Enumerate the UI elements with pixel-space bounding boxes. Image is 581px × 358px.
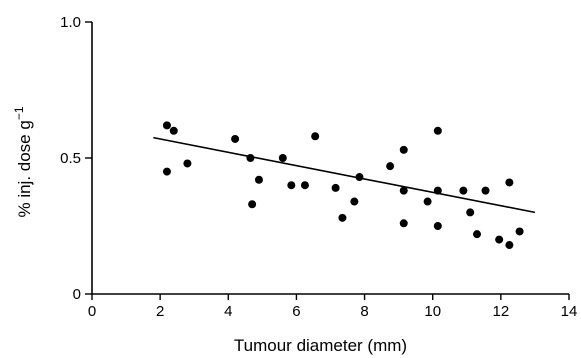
x-tick-label: 12	[493, 303, 510, 320]
data-point	[433, 222, 442, 230]
x-tick-label: 4	[224, 303, 232, 320]
data-point	[350, 197, 359, 206]
data-point	[248, 200, 257, 209]
data-point	[495, 235, 504, 244]
regression-line	[153, 136, 536, 214]
x-tick-label: 0	[88, 303, 96, 320]
data-point	[473, 230, 482, 239]
data-point	[423, 197, 432, 206]
y-axis-title-text: % inj. dose g	[15, 120, 34, 217]
data-point	[399, 145, 408, 154]
data-point	[246, 154, 255, 162]
data-point	[355, 173, 364, 182]
data-point	[399, 186, 408, 195]
y-axis-title-superscript: −1	[12, 106, 26, 120]
x-tick-label: 8	[360, 303, 368, 320]
data-point	[399, 219, 408, 228]
x-axis-title: Tumour diameter (mm)	[234, 336, 407, 355]
data-point	[505, 178, 514, 187]
y-tick-label: 1.0	[60, 14, 81, 31]
data-point	[287, 181, 296, 190]
x-tick-label: 10	[424, 303, 441, 320]
data-point	[169, 126, 178, 135]
data-point	[505, 241, 514, 250]
data-point	[433, 186, 442, 195]
data-point	[311, 132, 320, 141]
data-point	[300, 181, 309, 190]
data-point	[433, 126, 442, 135]
data-point	[183, 159, 192, 168]
data-point	[338, 213, 347, 222]
data-point	[459, 186, 468, 195]
data-point	[466, 208, 475, 217]
x-tick-label: 6	[292, 303, 300, 320]
data-point	[254, 175, 263, 184]
data-point	[386, 162, 395, 171]
y-tick-label: 0.5	[60, 150, 81, 167]
y-axis-title: % inj. dose g−1	[12, 106, 34, 217]
data-point	[278, 154, 287, 162]
data-point	[515, 227, 524, 236]
x-ticks: 0 2 4 6 8 10 12 14	[88, 294, 578, 320]
y-tick-label: 0	[73, 286, 81, 303]
data-point	[162, 121, 171, 130]
x-tick-label: 2	[156, 303, 164, 320]
x-tick-label: 14	[561, 303, 578, 320]
axes	[91, 22, 569, 295]
y-ticks: 0 0.5 1.0	[60, 14, 92, 303]
data-point	[231, 134, 240, 143]
data-point	[331, 183, 340, 192]
data-point	[481, 186, 490, 195]
data-points	[162, 121, 524, 250]
data-point	[162, 167, 171, 176]
